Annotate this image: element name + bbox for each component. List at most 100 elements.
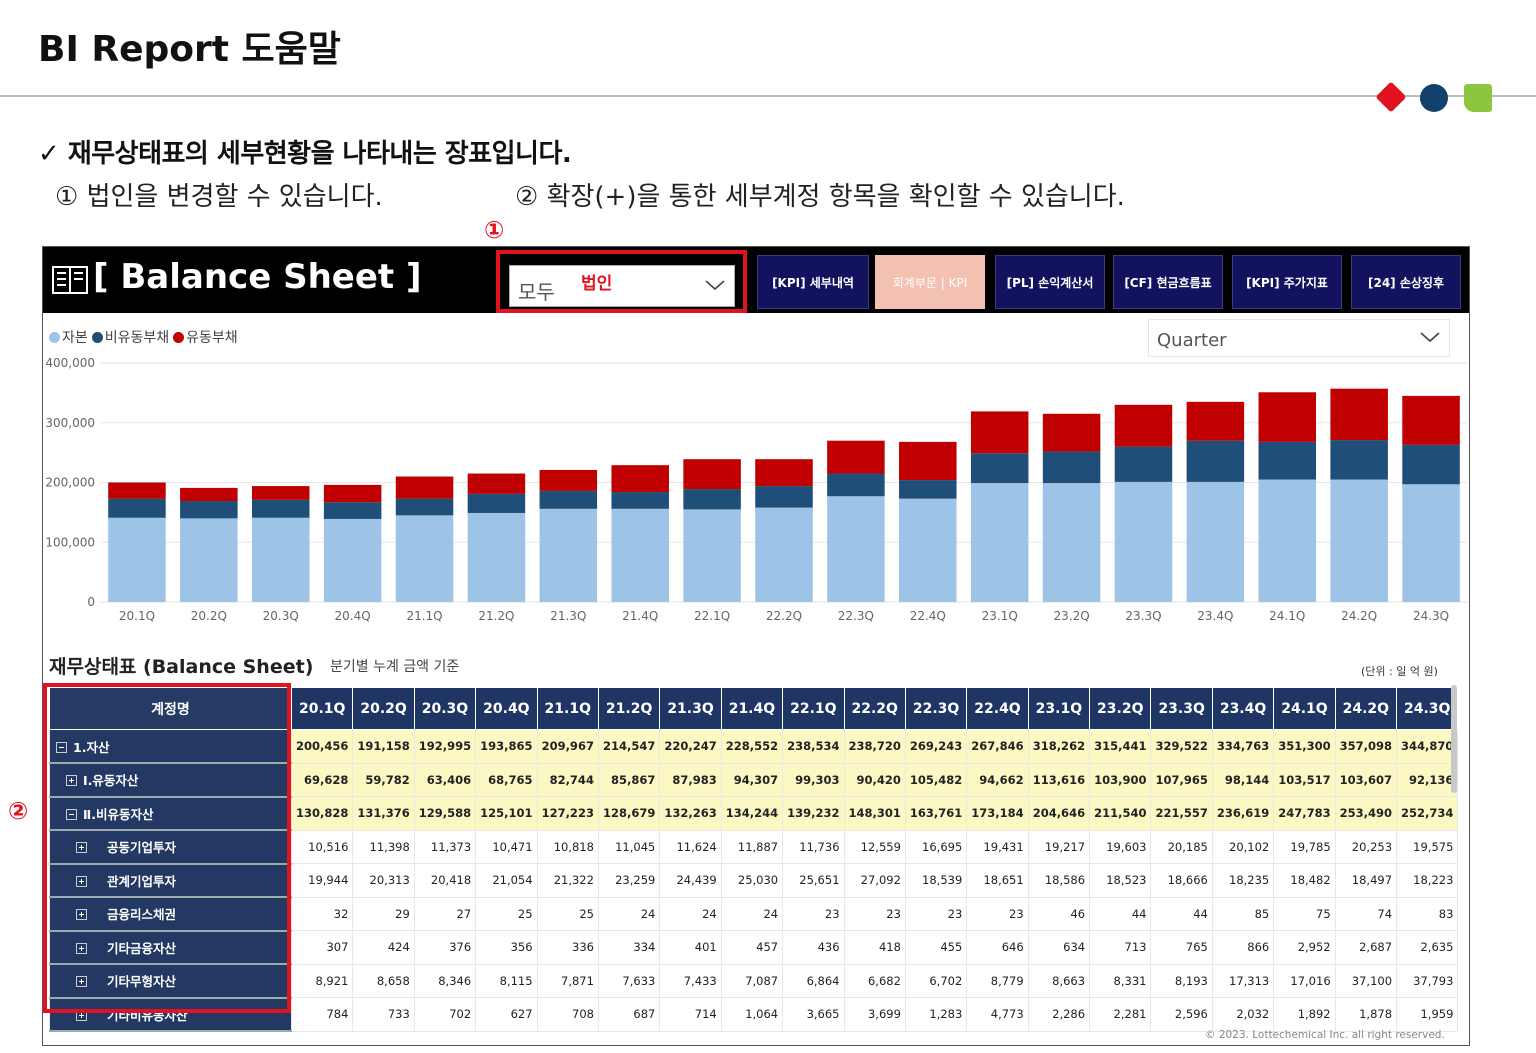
- value-cell: 10,818: [536, 829, 599, 864]
- expand-plus-icon[interactable]: [76, 976, 87, 988]
- value-cell: 687: [597, 997, 661, 1032]
- account-label: 기타금융자산: [107, 940, 177, 956]
- column-header[interactable]: 21.1Q: [536, 687, 599, 730]
- value-cell: 163,761: [904, 796, 968, 831]
- column-header[interactable]: 22.2Q: [843, 687, 906, 730]
- value-cell: 3,665: [782, 997, 845, 1032]
- value-cell: 37,793: [1396, 963, 1459, 998]
- bar-segment: [251, 486, 310, 500]
- expand-plus-icon[interactable]: [76, 875, 87, 887]
- column-header[interactable]: 21.4Q: [720, 687, 784, 730]
- value-cell: 21,054: [475, 863, 538, 898]
- value-cell: 702: [413, 997, 477, 1032]
- column-header[interactable]: 24.2Q: [1334, 687, 1398, 730]
- value-cell: 75: [1273, 896, 1336, 931]
- value-cell: 708: [536, 997, 599, 1032]
- value-cell: 267,846: [966, 729, 1029, 764]
- column-header[interactable]: 20.1Q: [290, 687, 354, 730]
- value-cell: 357,098: [1334, 729, 1398, 764]
- expand-plus-icon[interactable]: [76, 942, 87, 954]
- value-cell: 17,313: [1211, 963, 1275, 998]
- value-cell: 455: [904, 930, 968, 965]
- value-cell: 24,439: [659, 863, 722, 898]
- balance-chart: 0 100,000 200,000 300,000 400,000 20.1Q 20.2Q 2…: [45, 356, 1467, 623]
- value-cell: 8,193: [1150, 963, 1213, 998]
- bar-segment: [251, 517, 310, 602]
- description-expand: ② 확장(+)을 통한 세부계정 항목을 확인할 수 있습니다.: [515, 182, 1125, 212]
- value-cell: 107,965: [1150, 762, 1213, 797]
- nav-button-4[interactable]: [CF] 현금흐름표: [1113, 255, 1223, 309]
- value-cell: 94,662: [966, 762, 1029, 797]
- bar-segment: [1186, 440, 1245, 482]
- collapse-minus-icon[interactable]: [66, 808, 77, 820]
- nav-button-2[interactable]: 회계부문 | KPI: [875, 255, 985, 309]
- table-row: Ⅱ.비유동자산 130,828 131,376 129,588 125,101 127,2…: [49, 796, 1459, 831]
- description-corp: ① 법인을 변경할 수 있습니다.: [55, 182, 383, 212]
- nav-button-5[interactable]: [KPI] 주가지표: [1232, 255, 1342, 309]
- bar-segment: [1042, 451, 1101, 484]
- column-header[interactable]: 23.1Q: [1027, 687, 1091, 730]
- legend-item[interactable]: 비유동부채: [91, 327, 169, 347]
- value-cell: 74: [1334, 896, 1398, 931]
- value-cell: 25: [536, 896, 599, 931]
- value-cell: 1,959: [1396, 997, 1459, 1032]
- table-scrollbar[interactable]: [1451, 685, 1457, 793]
- value-cell: 10,516: [290, 829, 354, 864]
- bar-segment: [899, 480, 957, 499]
- value-cell: 315,441: [1089, 729, 1152, 764]
- value-cell: 23: [904, 896, 968, 931]
- title-divider: [0, 95, 1536, 97]
- value-cell: 103,517: [1273, 762, 1336, 797]
- column-header[interactable]: 23.4Q: [1211, 687, 1275, 730]
- nav-button-3[interactable]: [PL] 손익계산서: [995, 255, 1105, 309]
- value-cell: 204,646: [1027, 796, 1091, 831]
- column-header[interactable]: 24.1Q: [1273, 687, 1336, 730]
- value-cell: 130,828: [290, 796, 354, 831]
- column-header[interactable]: 22.4Q: [966, 687, 1029, 730]
- column-header[interactable]: 22.3Q: [904, 687, 968, 730]
- value-cell: 16,695: [904, 829, 968, 864]
- copyright: © 2023. Lottechemical Inc. all right res…: [1205, 1029, 1445, 1041]
- value-cell: 37,100: [1334, 963, 1398, 998]
- value-cell: 139,232: [782, 796, 845, 831]
- value-cell: 19,431: [966, 829, 1029, 864]
- column-header[interactable]: 20.4Q: [475, 687, 538, 730]
- legend-item[interactable]: 자본: [49, 327, 88, 347]
- collapse-minus-icon[interactable]: [56, 741, 67, 753]
- red-diamond-icon: [1375, 81, 1407, 113]
- bar-segment: [1186, 401, 1245, 441]
- nav-button-6[interactable]: [24] 손상징후: [1351, 255, 1461, 309]
- value-cell: 103,900: [1089, 762, 1152, 797]
- x-tick-label: 22.2Q: [766, 609, 802, 623]
- x-tick-label: 22.1Q: [694, 609, 730, 623]
- expand-plus-icon[interactable]: [66, 775, 77, 787]
- bar-segment: [323, 484, 382, 503]
- column-header[interactable]: 24.3Q: [1396, 687, 1459, 730]
- column-header[interactable]: 21.2Q: [597, 687, 661, 730]
- expand-plus-icon[interactable]: [76, 842, 87, 854]
- nav-button-1[interactable]: [KPI] 세부내역: [757, 255, 869, 309]
- value-cell: 784: [290, 997, 354, 1032]
- value-cell: 125,101: [475, 796, 538, 831]
- table-row: 기타금융자산 307 424 376 356 336 334 401 457 436 418 455 6…: [49, 930, 1459, 965]
- bar-segment: [611, 465, 669, 493]
- column-header[interactable]: 20.3Q: [413, 687, 477, 730]
- value-cell: 214,547: [597, 729, 661, 764]
- table-row: Ⅰ.유동자산 69,628 59,782 63,406 68,765 82,744 85,8…: [49, 762, 1459, 798]
- value-cell: 23: [782, 896, 845, 931]
- period-select[interactable]: Quarter: [1148, 319, 1450, 357]
- value-cell: 24: [597, 896, 661, 931]
- account-cell: 관계기업투자: [49, 863, 292, 898]
- value-cell: 20,253: [1334, 829, 1398, 864]
- value-cell: 329,522: [1150, 729, 1213, 764]
- legend-item[interactable]: 유동부채: [173, 327, 238, 347]
- column-header[interactable]: 23.3Q: [1150, 687, 1213, 730]
- value-cell: 2,032: [1211, 997, 1275, 1032]
- column-header[interactable]: 21.3Q: [659, 687, 722, 730]
- column-header[interactable]: 23.2Q: [1089, 687, 1152, 730]
- expand-plus-icon[interactable]: [76, 909, 87, 921]
- column-header[interactable]: 20.2Q: [352, 687, 415, 730]
- value-cell: 94,307: [720, 762, 784, 797]
- corp-select[interactable]: 모두: [509, 265, 735, 307]
- column-header[interactable]: 22.1Q: [782, 687, 845, 730]
